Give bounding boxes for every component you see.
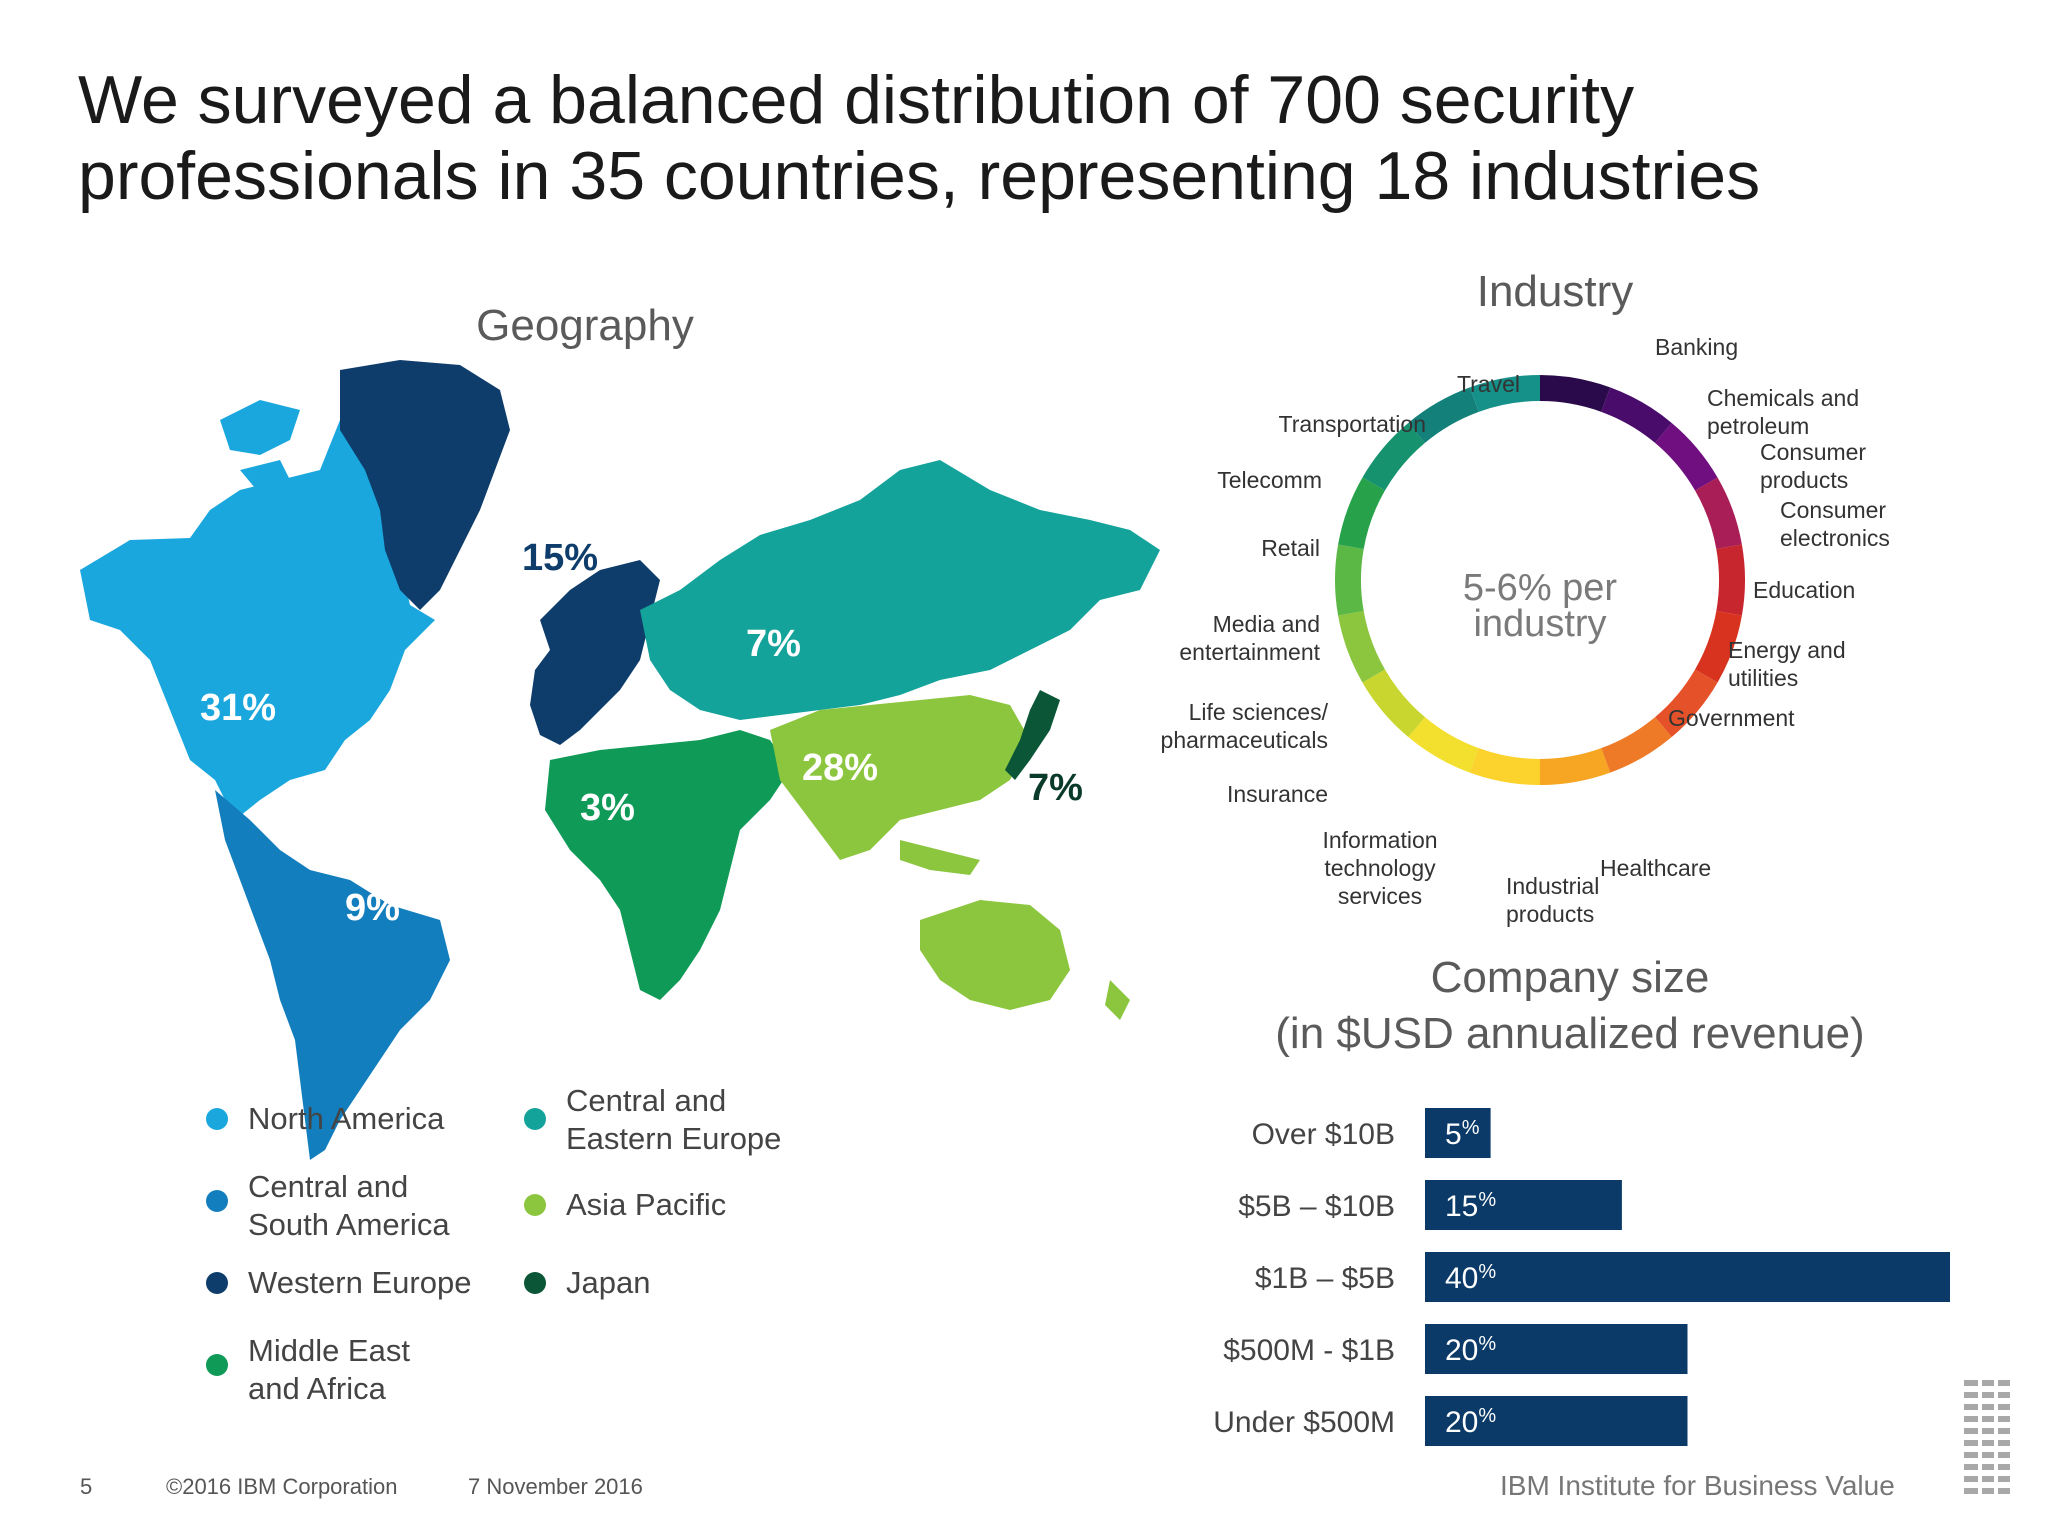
region-label-japan: 7% xyxy=(1028,767,1083,809)
donut-segment-3 xyxy=(1654,422,1718,491)
industry-heading: Industry xyxy=(1476,267,1634,316)
industry-label-energy: Energy and utilities xyxy=(1728,637,1846,691)
bar-value-label: 20% xyxy=(1445,1333,1496,1367)
company-size-bar xyxy=(1425,1252,1950,1302)
map-region-middle-east-africa xyxy=(545,730,790,1000)
company-size-bar xyxy=(1425,1108,1491,1158)
industry-label-travel: Travel xyxy=(1457,371,1520,397)
bar-category-label: $5B – $10B xyxy=(1238,1190,1395,1223)
map-region-western-europe xyxy=(530,560,660,745)
company-size-bar xyxy=(1425,1324,1688,1374)
legend-label-asia-pacific: Asia Pacific xyxy=(566,1187,727,1222)
map-region-japan xyxy=(1005,690,1060,780)
legend-dot-asia-pacific xyxy=(524,1194,546,1216)
bar-value-label: 15% xyxy=(1445,1189,1496,1223)
map-region-asia-pacific xyxy=(770,695,1030,860)
slide-title: We surveyed a balanced distribution of 7… xyxy=(78,62,1761,214)
donut-segment-4 xyxy=(1694,477,1742,550)
legend-dot-central-eastern-europe xyxy=(524,1108,546,1130)
legend-label-central-south-america: Central and South America xyxy=(248,1169,450,1242)
industry-label-life-sciences: Life sciences/pharmaceuticals xyxy=(1161,699,1329,753)
map-region-islands xyxy=(900,840,1130,1020)
industry-label-government: Government xyxy=(1668,705,1795,731)
industry-center-label: 5-6% per industry xyxy=(1463,567,1618,645)
page-number: 5 xyxy=(80,1474,93,1499)
legend-label-central-eastern-europe: Central and Eastern Europe xyxy=(566,1083,782,1156)
donut-segment-13 xyxy=(1338,610,1386,683)
map-region-australia xyxy=(920,900,1070,1010)
legend-dot-japan xyxy=(524,1272,546,1294)
industry-label-transportation: Transportation xyxy=(1279,411,1426,437)
bar-value-label: 5% xyxy=(1445,1117,1480,1151)
donut-segment-1 xyxy=(1539,375,1611,412)
donut-segment-11 xyxy=(1408,716,1480,773)
legend-label-japan: Japan xyxy=(566,1265,651,1300)
map-region-greenland xyxy=(340,360,510,610)
map-region-central-south-america xyxy=(215,790,450,1160)
donut-segment-6 xyxy=(1694,610,1742,683)
region-label-central-south-america: 9% xyxy=(345,887,400,929)
region-label-western-europe: 15% xyxy=(522,537,598,579)
map-region-central-eastern-europe xyxy=(640,460,1160,720)
legend-label-western-europe: Western Europe xyxy=(248,1265,472,1300)
donut-segment-2 xyxy=(1600,387,1672,444)
footer-date: 7 November 2016 xyxy=(468,1474,643,1499)
industry-label-consumer-electronics: Consumer electronics xyxy=(1780,497,1890,551)
region-label-north-america: 31% xyxy=(200,687,276,729)
company-size-bar-chart: Over $10B 5% $5B – $10B 15% $1B – $5B 40% $500… xyxy=(1213,1108,1950,1446)
legend-label-north-america: North America xyxy=(248,1101,445,1136)
industry-label-healthcare: Healthcare xyxy=(1600,855,1711,881)
bar-value-label: 20% xyxy=(1445,1405,1496,1439)
region-label-central-eastern-europe: 7% xyxy=(746,623,801,665)
world-map: 31% 15% 7% 3% 28% 7% 9% xyxy=(80,360,1160,1160)
bar-category-label: $500M - $1B xyxy=(1223,1334,1395,1367)
region-label-middle-east-africa: 3% xyxy=(580,787,635,829)
industry-label-telecomm: Telecomm xyxy=(1217,467,1322,493)
bar-category-label: Under $500M xyxy=(1213,1406,1395,1439)
geography-heading: Geography xyxy=(476,301,694,350)
industry-label-chemicals: Chemicals and petroleum xyxy=(1707,385,1859,439)
donut-segment-7 xyxy=(1654,669,1718,738)
legend-label-middle-east-africa: Middle East and Africa xyxy=(248,1333,410,1406)
industry-label-banking: Banking xyxy=(1655,334,1738,360)
legend-dot-north-america xyxy=(206,1108,228,1130)
industry-label-consumer-products: Consumer products xyxy=(1760,439,1866,493)
donut-segment-14 xyxy=(1334,544,1364,616)
industry-label-media: Media and entertainment xyxy=(1179,611,1320,665)
donut-segment-9 xyxy=(1539,748,1611,785)
legend-dot-central-south-america xyxy=(206,1190,228,1212)
donut-segment-12 xyxy=(1362,669,1426,738)
brand-name: IBM Institute for Business Value xyxy=(1500,1470,1895,1501)
industry-label-retail: Retail xyxy=(1261,535,1320,561)
legend-dot-western-europe xyxy=(206,1272,228,1294)
region-label-asia-pacific: 28% xyxy=(802,747,878,789)
map-region-north-america xyxy=(80,400,435,820)
map-region-arctic-islands xyxy=(220,400,300,500)
industry-label-education: Education xyxy=(1753,577,1855,603)
copyright: ©2016 IBM Corporation xyxy=(166,1474,398,1499)
donut-segment-18 xyxy=(1469,375,1541,412)
donut-segment-10 xyxy=(1469,748,1541,785)
industry-label-it-services: Information technology services xyxy=(1322,827,1437,909)
company-size-bar xyxy=(1425,1180,1622,1230)
donut-segment-5 xyxy=(1716,544,1746,616)
industry-label-insurance: Insurance xyxy=(1227,781,1328,807)
bar-category-label: Over $10B xyxy=(1252,1118,1395,1151)
company-size-heading: Company size (in $USD annualized revenue… xyxy=(1275,953,1865,1058)
donut-segment-15 xyxy=(1338,477,1386,550)
bar-category-label: $1B – $5B xyxy=(1255,1262,1395,1295)
industry-label-automotive: Automotive xyxy=(1602,330,1717,335)
bar-value-label: 40% xyxy=(1445,1261,1496,1295)
legend-dot-middle-east-africa xyxy=(206,1354,228,1376)
company-size-bar xyxy=(1425,1396,1688,1446)
donut-segment-16 xyxy=(1362,422,1426,491)
industry-label-industrial: Industrial products xyxy=(1506,873,1599,927)
ibm-logo xyxy=(1964,1380,2010,1496)
donut-segment-17 xyxy=(1408,387,1480,444)
donut-segment-8 xyxy=(1600,716,1672,773)
